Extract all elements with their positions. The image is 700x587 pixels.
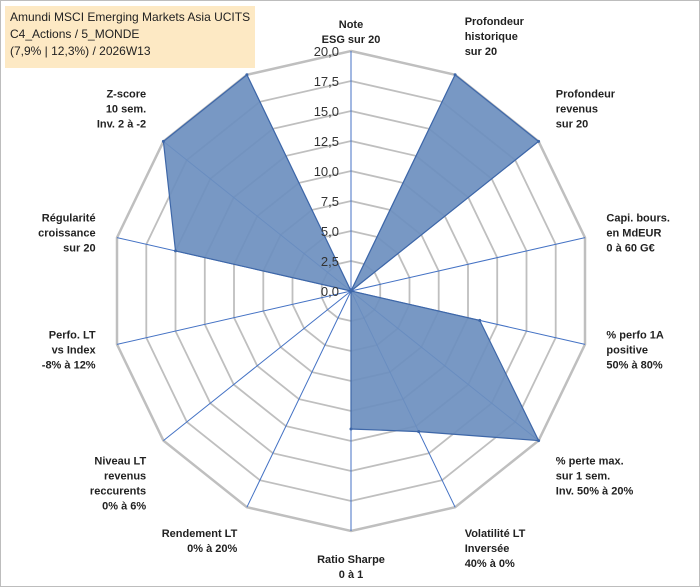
chart-title-line-3: (7,9% | 12,3%) / 2026W13 [10,44,151,58]
category-label-1-line-2: ESG sur 20 [322,34,381,46]
series-point-7 [417,430,421,434]
category-label-4-line-1: Capi. bours. [606,213,670,225]
category-label-10-line-1: Niveau LT [94,455,146,467]
category-label-3-line-3: sur 20 [556,119,588,131]
category-label-10-line-4: 0% à 6% [102,500,146,512]
series-point-11 [349,289,353,293]
category-label-7-line-1: Volatilité LT [465,528,526,540]
series-point-8 [349,427,353,431]
tick-label-3: 7,5 [321,194,339,209]
axis-spoke-11 [116,290,352,345]
series-point-13 [161,139,165,143]
category-label-10-line-3: reccurents [90,485,146,497]
tick-label-0: 0,0 [321,284,339,299]
category-label-13-line-2: 10 sem. [106,104,146,116]
category-label-9-line-1: Rendement LT [162,528,238,540]
series-point-12 [174,249,177,253]
category-label-8-line-2: 0 à 1 [339,569,363,581]
category-label-7: Volatilité LT Inversée 40% à 0% [465,528,526,570]
category-label-2-line-2: historique [465,31,518,43]
category-label-9: Rendement LT 0% à 20% [162,528,238,555]
category-label-6-line-3: Inv. 50% à 20% [556,485,634,497]
category-label-2-line-1: Profondeur [465,16,525,28]
category-label-8-line-1: Ratio Sharpe [317,554,385,566]
series-point-14 [245,73,249,77]
category-label-11-line-2: vs Index [52,344,97,356]
radar-category-labels: Note ESG sur 20 Profondeur historique sur 20… [38,16,670,581]
tick-label-5: 12,5 [314,134,339,149]
category-label-5-line-1: % perfo 1A [606,329,664,341]
category-label-4-line-3: 0 à 60 G€ [606,243,654,255]
category-label-2-line-3: sur 20 [465,46,497,58]
category-label-3-line-1: Profondeur [556,89,616,101]
axis-spoke-4 [350,237,586,292]
series-point-2 [453,73,457,77]
category-label-4: Capi. bours. en MdEUR 0 à 60 G€ [606,213,670,255]
category-label-12: Régularité croissance sur 20 [38,213,95,255]
radar-series [161,73,541,443]
category-label-8: Ratio Sharpe 0 à 1 [317,554,385,581]
axis-spoke-9 [246,290,352,508]
category-label-11-line-1: Perfo. LT [49,329,96,341]
tick-label-6: 15,0 [314,104,339,119]
category-label-6-line-1: % perte max. [556,455,624,467]
category-label-6: % perte max. sur 1 sem. Inv. 50% à 20% [556,455,634,497]
series-point-3 [537,139,541,143]
tick-label-7: 17,5 [314,74,339,89]
category-label-11: Perfo. LT vs Index -8% à 12% [42,329,97,371]
category-label-5: % perfo 1A positive 50% à 80% [606,329,664,371]
category-label-12-line-3: sur 20 [63,243,95,255]
category-label-13: Z-score 10 sem. Inv. 2 à -2 [97,89,146,131]
series-point-5 [478,318,482,322]
category-label-13-line-3: Inv. 2 à -2 [97,119,146,131]
category-label-9-line-2: 0% à 20% [187,543,237,555]
tick-label-4: 10,0 [314,164,339,179]
category-label-7-line-2: Inversée [465,543,510,555]
tick-label-8: 20,0 [314,44,339,59]
category-label-3-line-2: revenus [556,104,598,116]
category-label-13-line-1: Z-score [106,89,146,101]
category-label-2: Profondeur historique sur 20 [465,16,525,58]
radar-tick-labels: 0,0 2,5 5,0 7,5 10,0 12,5 15,0 17,5 20,0 [314,44,339,299]
category-label-12-line-2: croissance [38,228,95,240]
category-label-1: Note ESG sur 20 [322,19,381,46]
category-label-12-line-1: Régularité [42,213,96,225]
chart-title-line-1: Amundi MSCI Emerging Markets Asia UCITS [10,10,251,24]
category-label-5-line-2: positive [606,344,648,356]
category-label-6-line-2: sur 1 sem. [556,470,610,482]
series-point-6 [537,439,541,443]
category-label-10-line-2: revenus [104,470,146,482]
tick-label-1: 2,5 [321,254,339,269]
chart-title-line-2: C4_Actions / 5_MONDE [10,27,140,41]
category-label-4-line-2: en MdEUR [606,228,661,240]
axis-spoke-10 [163,290,352,441]
chart-title-box: Amundi MSCI Emerging Markets Asia UCITS … [5,6,255,68]
category-label-11-line-3: -8% à 12% [42,359,96,371]
category-label-7-line-3: 40% à 0% [465,558,515,570]
category-label-3: Profondeur revenus sur 20 [556,89,616,131]
category-label-1-line-1: Note [339,19,363,31]
tick-label-2: 5,0 [321,224,339,239]
category-label-10: Niveau LT revenus reccurents 0% à 6% [90,455,147,512]
category-label-5-line-3: 50% à 80% [606,359,662,371]
